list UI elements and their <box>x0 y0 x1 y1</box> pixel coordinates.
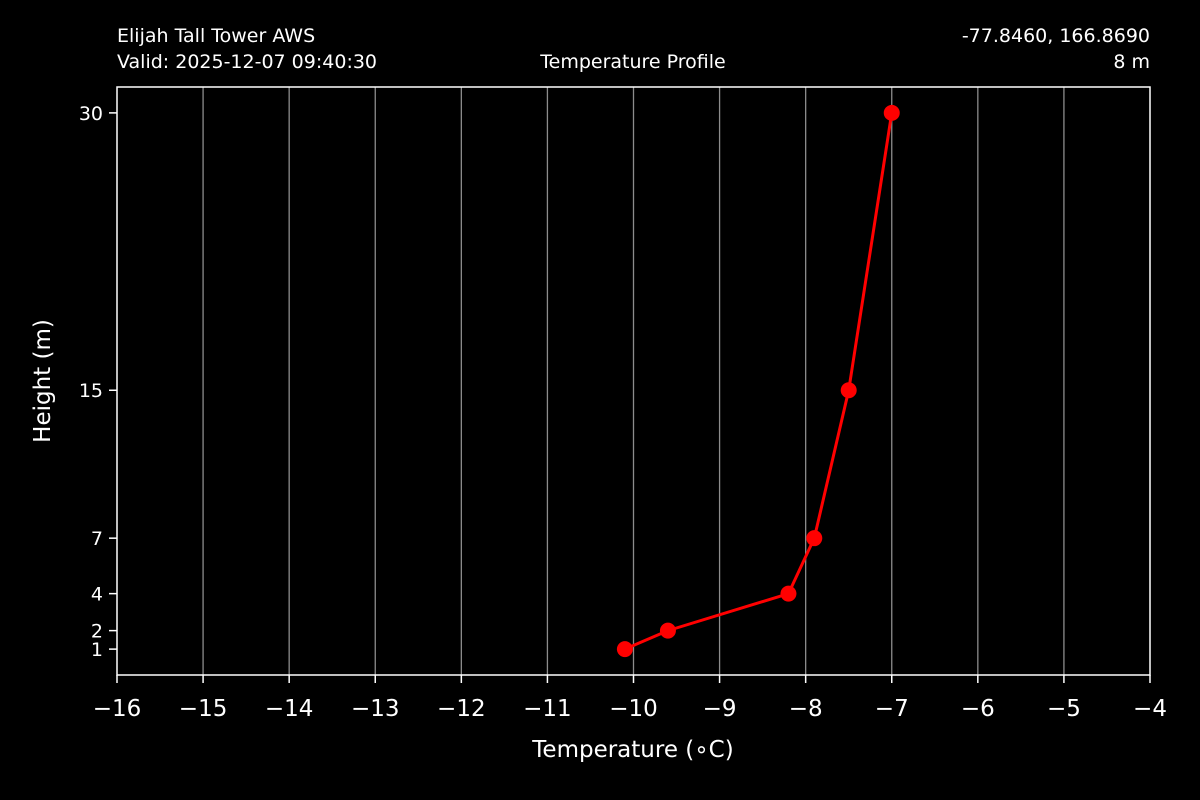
data-point <box>806 530 823 547</box>
y-tick-label: 7 <box>91 528 103 550</box>
y-tick-label: 15 <box>79 380 103 402</box>
x-tick-label: −11 <box>523 696 572 722</box>
x-tick-label: −7 <box>875 696 909 722</box>
temperature-profile-line <box>624 112 894 651</box>
x-tick-label: −14 <box>265 696 314 722</box>
data-point <box>659 622 676 639</box>
x-tick-label: −5 <box>1047 696 1081 722</box>
x-tick-label: −9 <box>703 696 737 722</box>
station-elevation: 8 m <box>1113 51 1150 73</box>
x-tick-label: −8 <box>789 696 823 722</box>
station-name: Elijah Tall Tower AWS <box>117 25 315 47</box>
series-layer <box>616 104 900 658</box>
data-point <box>616 641 633 658</box>
grid-lines <box>202 87 1065 675</box>
y-axis: 12 4 7 15 30 <box>79 103 117 661</box>
data-point <box>780 585 797 602</box>
chart-title: Temperature Profile <box>539 51 725 73</box>
y-axis-label: Height (m) <box>30 319 56 443</box>
x-axis-label: Temperature (∘C) <box>531 737 733 763</box>
x-axis: −16 −15 −14 −13 −12 −11 −10 −9 −8 −7 −6 −5 −4 <box>93 675 1167 722</box>
x-tick-label: −13 <box>351 696 400 722</box>
x-tick-label: −6 <box>961 696 995 722</box>
y-tick-label: 30 <box>79 103 103 125</box>
data-point <box>840 382 857 399</box>
y-tick-label: 2 <box>91 621 103 643</box>
data-point <box>883 104 900 121</box>
y-tick-label: 4 <box>91 584 103 606</box>
y-tick-label: 1 <box>91 639 103 661</box>
station-coords: -77.8460, 166.8690 <box>962 25 1150 47</box>
x-tick-label: −15 <box>179 696 228 722</box>
x-tick-label: −12 <box>437 696 486 722</box>
valid-time: Valid: 2025-12-07 09:40:30 <box>117 51 377 73</box>
x-tick-label: −4 <box>1133 696 1167 722</box>
x-tick-label: −10 <box>609 696 658 722</box>
x-tick-label: −16 <box>93 696 142 722</box>
